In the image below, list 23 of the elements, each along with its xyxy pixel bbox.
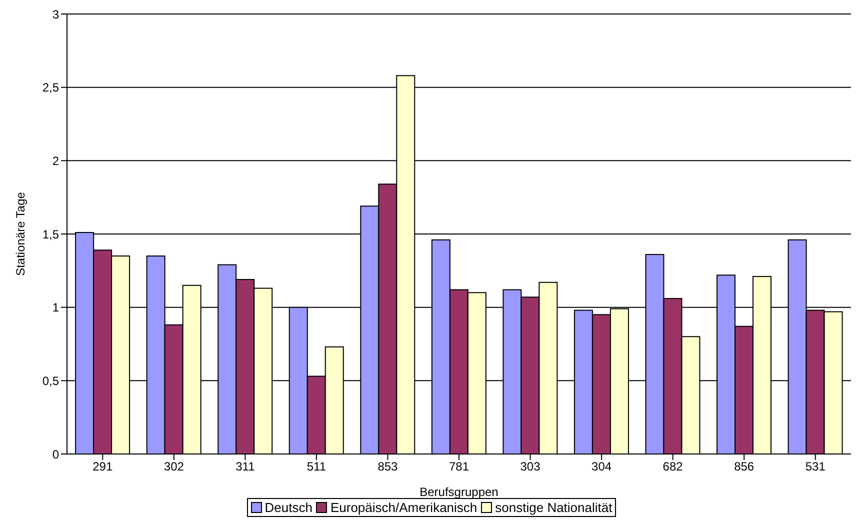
x-tick-label: 511: [306, 460, 326, 474]
legend-label: Deutsch: [264, 500, 312, 515]
x-tick-label: 302: [164, 460, 184, 474]
x-axis-title: Berufsgruppen: [420, 485, 498, 499]
legend-label: Europäisch/Amerikanisch: [329, 500, 478, 515]
x-tick-label: 781: [448, 460, 470, 474]
y-tick-label: 0,5: [42, 374, 60, 388]
x-tick-label: 291: [92, 460, 113, 474]
y-tick-label: 2,5: [42, 80, 60, 95]
y-axis-title: Stationäre Tage: [13, 192, 28, 276]
x-tick-label: 856: [734, 460, 754, 474]
y-tick-label: 1: [52, 300, 60, 315]
x-tick-label: 682: [662, 460, 684, 474]
y-tick-label: 0: [52, 447, 60, 462]
y-tick-label: 1,5: [42, 227, 60, 242]
x-tick-label: 311: [236, 460, 256, 474]
x-tick-label: 304: [592, 460, 612, 474]
legend-label: sonstige Nationalität: [494, 500, 612, 515]
x-tick-label: 853: [378, 460, 398, 474]
x-tick-label: 303: [520, 460, 541, 474]
x-tick-label: 531: [805, 460, 826, 474]
y-tick-label: 2: [52, 154, 60, 168]
y-tick-label: 3: [52, 7, 60, 22]
